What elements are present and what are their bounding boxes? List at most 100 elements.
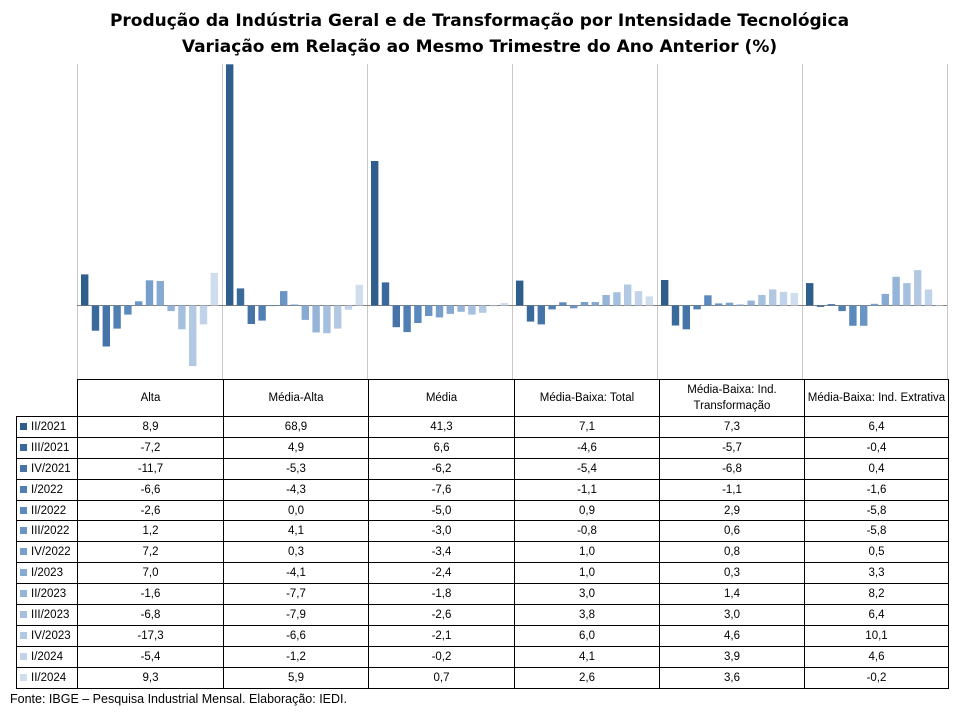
bar-II-2021 (516, 280, 524, 306)
row-label: II/2021 (16, 416, 78, 438)
bar-III-2022 (860, 305, 868, 326)
table-row: III/2023 -6,8 -7,9 -2,6 3,8 3,0 6,4 (16, 604, 949, 626)
data-label: -0,8 (514, 520, 660, 543)
bar-II-2023 (892, 276, 900, 306)
bar-I-2024 (779, 291, 788, 306)
row-label: I/2022 (16, 478, 78, 501)
bar-I-2024 (344, 305, 353, 310)
bar-IV-2023 (769, 289, 777, 306)
data-label: -2,1 (368, 624, 515, 647)
bar-IV-2022 (290, 304, 299, 306)
legend-label: IV/2022 (31, 546, 71, 559)
bar-II-2022 (559, 302, 567, 306)
legend-label: IV/2021 (31, 462, 71, 475)
data-label: -5,4 (77, 645, 224, 668)
bar-IV-2023 (624, 284, 632, 306)
bar-IV-2022 (870, 303, 879, 306)
table-row: I/2022 -6,6 -4,3 -7,6 -1,1 -1,1 -1,6 (16, 478, 949, 501)
legend-label: I/2022 (31, 483, 63, 496)
data-label: 3,3 (804, 562, 949, 585)
bar-I-2023 (881, 293, 889, 306)
data-label: 4,6 (659, 624, 805, 647)
table-row: IV/2022 7,2 0,3 -3,4 1,0 0,8 0,5 (16, 541, 949, 564)
legend-label: II/2022 (31, 504, 67, 517)
bar-II-2021 (806, 283, 814, 306)
data-label: 1,0 (514, 541, 660, 564)
data-label: 5,9 (223, 666, 369, 689)
table-row: II/2024 9,3 5,9 0,7 2,6 3,6 -0,2 (16, 666, 949, 689)
bar-I-2022 (548, 305, 556, 310)
bar-I-2022 (838, 305, 846, 312)
bar-II-2021 (371, 161, 379, 306)
legend-key (20, 422, 27, 430)
data-label: -3,4 (368, 541, 515, 564)
data-label: -5,8 (804, 499, 949, 522)
data-label: -7,2 (77, 436, 224, 459)
data-label: -1,8 (368, 583, 515, 606)
data-label: 0,8 (659, 541, 805, 564)
row-label: III/2023 (16, 604, 78, 626)
row-label: IV/2022 (16, 541, 78, 564)
bar-IV-2023 (189, 305, 197, 367)
bar-III-2023 (468, 305, 476, 315)
row-label: I/2024 (16, 645, 78, 668)
bar-I-2023 (736, 304, 744, 306)
data-label: -0,2 (804, 666, 949, 689)
legend-key (20, 631, 27, 639)
bar-IV-2021 (102, 305, 110, 347)
data-label: 4,1 (223, 520, 369, 543)
data-label: 8,9 (77, 416, 224, 438)
bar-III-2023 (613, 292, 621, 306)
data-label: -1,6 (77, 583, 224, 606)
bar-II-2023 (312, 305, 320, 333)
bar-IV-2021 (392, 305, 400, 328)
data-label: -6,8 (659, 457, 805, 480)
data-label: 6,4 (804, 604, 949, 626)
data-label: -5,7 (659, 436, 805, 459)
data-label: 7,3 (659, 416, 805, 438)
data-label: -1,1 (659, 478, 805, 501)
bar-II-2023 (167, 305, 175, 312)
source-note: Fonte: IBGE – Pesquisa Industrial Mensal… (10, 692, 347, 706)
data-label: -6,2 (368, 457, 515, 480)
bar-I-2022 (113, 305, 121, 329)
data-label: -3,0 (368, 520, 515, 543)
chart-subtitle: Variação em Relação ao Mesmo Trimestre d… (181, 37, 778, 57)
legend-key (20, 506, 27, 514)
bar-II-2024 (210, 272, 218, 306)
table-row: I/2023 7,0 -4,1 -2,4 1,0 0,3 3,3 (16, 562, 949, 585)
bar-III-2021 (381, 282, 390, 306)
bar-I-2023 (156, 281, 164, 306)
data-label: 4,9 (223, 436, 369, 459)
bar-II-2024 (790, 292, 798, 306)
data-label: 41,3 (368, 416, 515, 438)
data-label: -5,4 (514, 457, 660, 480)
legend-label: III/2023 (31, 608, 70, 621)
data-label: 3,0 (659, 604, 805, 626)
row-label: II/2022 (16, 499, 78, 522)
legend-label: II/2021 (31, 420, 67, 433)
legend-key (20, 652, 27, 660)
row-label: II/2024 (16, 666, 78, 689)
row-label: III/2021 (16, 436, 78, 459)
data-label: -7,9 (223, 604, 369, 626)
row-label: I/2023 (16, 562, 78, 585)
bar-II-2022 (414, 305, 422, 323)
bar-II-2022 (269, 305, 277, 307)
data-label: 6,6 (368, 436, 515, 459)
data-label: 0,5 (804, 541, 949, 564)
bar-I-2023 (301, 305, 309, 320)
table-row: IV/2021 -11,7 -5,3 -6,2 -5,4 -6,8 0,4 (16, 457, 949, 480)
bar-I-2022 (693, 305, 701, 310)
data-label: 7,2 (77, 541, 224, 564)
data-label: 1,0 (514, 562, 660, 585)
bar-III-2023 (323, 305, 331, 334)
bar-IV-2023 (479, 305, 487, 313)
bar-III-2021 (671, 305, 680, 326)
legend-label: II/2024 (31, 671, 67, 684)
data-label: 3,6 (659, 666, 805, 689)
data-label: 0,3 (223, 541, 369, 564)
data-label: 0,3 (659, 562, 805, 585)
data-table: Alta Média-Alta Média Média-Baixa: Total Méd… (16, 379, 949, 689)
data-label: 0,4 (804, 457, 949, 480)
